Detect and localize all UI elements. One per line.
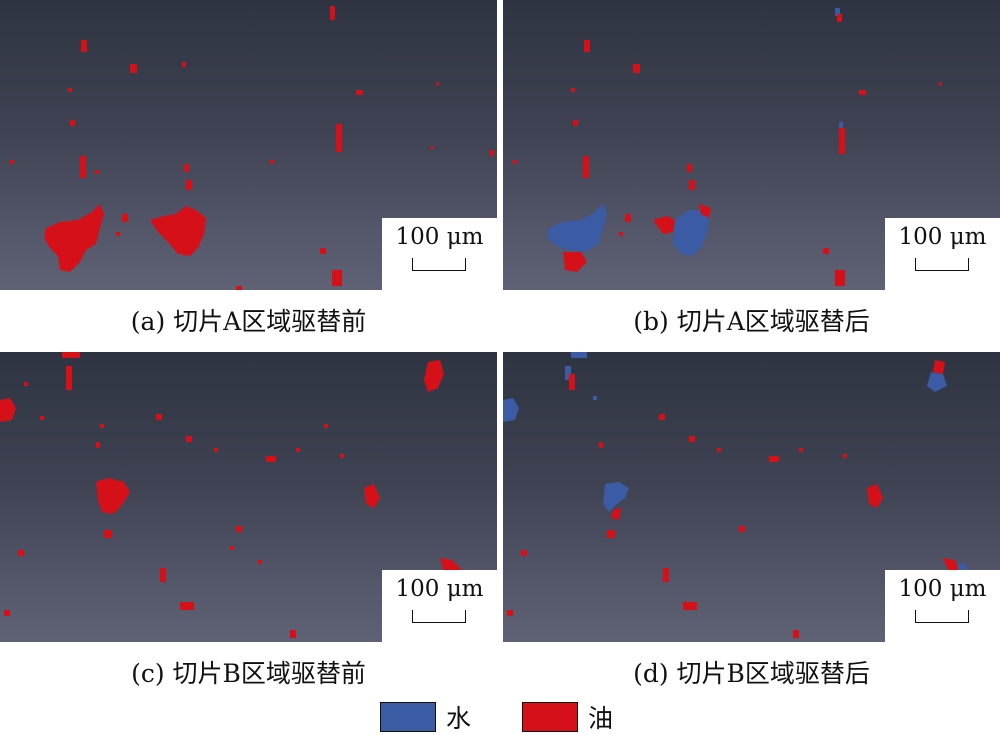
panel-caption: (c) 切片B区域驱替前 (131, 659, 366, 688)
micro-ct-slice-b-after: 100 μm (503, 352, 1000, 642)
scale-bar: 100 μm (382, 570, 497, 642)
pore-fluid-map (513, 8, 942, 286)
legend-oil-swatch (522, 702, 578, 732)
scale-bar-label: 100 μm (898, 224, 987, 250)
legend-water-label: 水 (446, 704, 472, 733)
scale-bar-line (915, 258, 969, 271)
scale-bar-label: 100 μm (395, 576, 484, 602)
scale-bar-line (412, 258, 466, 271)
panel-a: 100 μm (a) 切片A区域驱替前 (0, 0, 497, 340)
panel-b: 100 μm (b) 切片A区域驱替后 (503, 0, 1000, 340)
pore-fluid-map (10, 6, 494, 290)
legend-water: 水 (380, 699, 471, 735)
panel-caption: (a) 切片A区域驱替前 (130, 307, 367, 336)
legend-oil-label: 油 (588, 704, 614, 733)
scale-bar-label: 100 μm (898, 576, 987, 602)
panel-d: 100 μm (d) 切片B区域驱替后 (503, 352, 1000, 692)
pore-fluid-map (503, 352, 967, 638)
micro-ct-slice-a-before: 100 μm (0, 0, 497, 290)
scale-bar: 100 μm (885, 218, 1000, 290)
scale-bar-line (412, 610, 466, 623)
scale-bar: 100 μm (885, 570, 1000, 642)
panel-c: 100 μm (c) 切片B区域驱替前 (0, 352, 497, 692)
micro-ct-slice-b-before: 100 μm (0, 352, 497, 642)
legend-water-swatch (380, 702, 436, 732)
scale-bar: 100 μm (382, 218, 497, 290)
panel-caption: (d) 切片B区域驱替后 (633, 659, 870, 688)
legend-oil: 油 (522, 699, 613, 735)
scale-bar-label: 100 μm (395, 224, 484, 250)
scale-bar-line (915, 610, 969, 623)
panel-caption: (b) 切片A区域驱替后 (633, 307, 870, 336)
pore-fluid-map (0, 352, 462, 638)
micro-ct-slice-a-after: 100 μm (503, 0, 1000, 290)
